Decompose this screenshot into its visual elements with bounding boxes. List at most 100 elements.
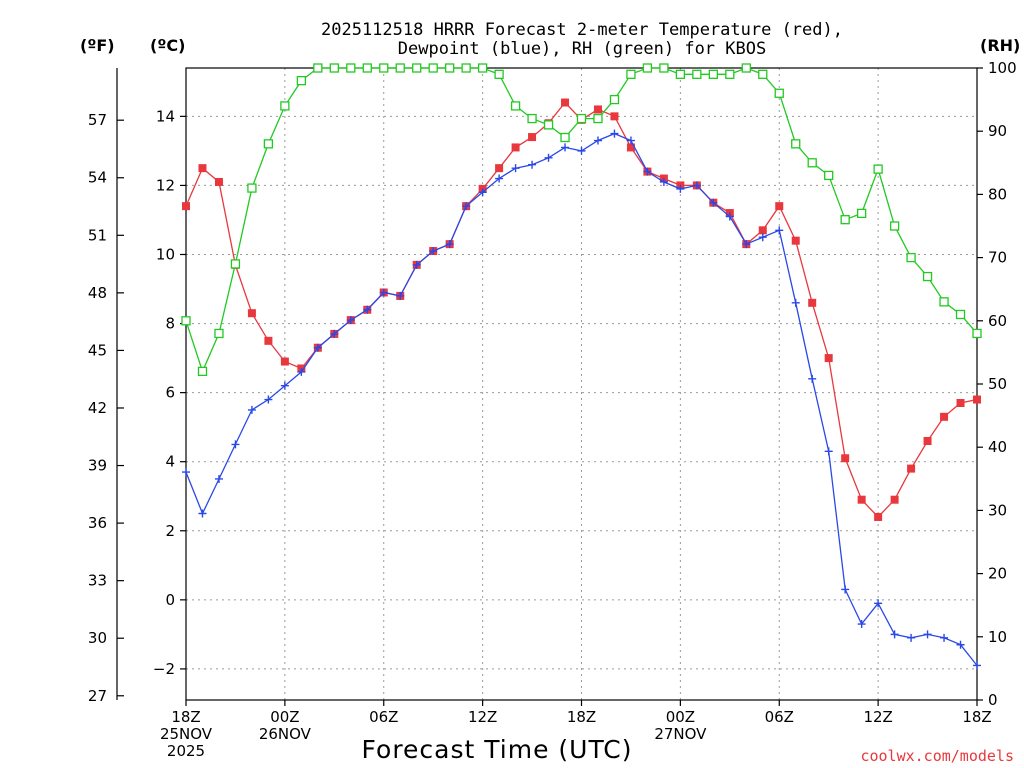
rh-point: [626, 69, 636, 79]
temperature-point: [593, 105, 602, 114]
grid-lines: [186, 68, 977, 700]
rh-point: [412, 63, 422, 73]
chart-title-line-2: Dewpoint (blue), RH (green) for KBOS: [398, 39, 766, 59]
rh-point: [675, 69, 686, 79]
rh-point: [362, 63, 372, 73]
fahrenheit-tick-label: 48: [88, 284, 107, 302]
dewpoint-point: [528, 160, 537, 169]
celsius-tick-label: 4: [165, 453, 175, 471]
dewpoint-point: [313, 343, 322, 352]
dewpoint-point: [725, 212, 734, 221]
fahrenheit-tick-label: 33: [88, 572, 107, 590]
source-credit: coolwx.com/models: [860, 747, 1014, 765]
rh-point: [247, 183, 257, 193]
rh-point: [461, 63, 471, 73]
x-axis-label: Forecast Time (UTC): [362, 735, 633, 764]
rh-point: [230, 259, 241, 269]
rh-point: [263, 139, 274, 149]
fahrenheit-tick-label: 42: [88, 399, 107, 417]
temperature-point: [198, 164, 207, 173]
rh-tick-label: 60: [988, 312, 1007, 330]
dewpoint-point: [379, 288, 388, 297]
celsius-tick-label: −2: [153, 660, 175, 678]
temperature-point: [824, 354, 833, 363]
celsius-tick-label: 10: [156, 245, 175, 263]
temperature-point: [940, 412, 949, 421]
celsius-tick-label: 6: [165, 384, 175, 402]
dewpoint-point: [495, 174, 504, 183]
rh-point: [379, 63, 389, 73]
rh-tick-label: 70: [988, 249, 1007, 267]
rh-point: [972, 328, 982, 339]
dewpoint-point: [429, 247, 438, 256]
fahrenheit-tick-label: 57: [88, 111, 107, 129]
dewpoint-point: [593, 136, 602, 145]
rh-point: [774, 88, 784, 98]
dewpoint-point: [956, 640, 965, 649]
rh-point: [659, 63, 669, 73]
rh-tick-label: 80: [988, 185, 1007, 203]
temperature-point: [626, 143, 635, 152]
rh-point: [510, 101, 521, 111]
rh-point: [329, 63, 339, 73]
fahrenheit-tick-label: 39: [88, 457, 107, 475]
temperature-point: [214, 177, 223, 186]
x-tick-label: 18Z: [171, 708, 200, 726]
celsius-axis-unit: (ºC): [150, 36, 185, 55]
rh-tick-label: 90: [988, 122, 1007, 140]
fahrenheit-tick-label: 30: [88, 629, 107, 647]
rh-tick-label: 50: [988, 375, 1007, 393]
rh-point: [939, 297, 949, 307]
rh-point: [560, 132, 570, 143]
dewpoint-point: [758, 233, 767, 242]
rh-point: [856, 208, 867, 219]
dewpoint-point: [462, 202, 471, 211]
rh-tick-label: 40: [988, 438, 1007, 456]
rh-point: [906, 252, 916, 263]
rh-point: [214, 328, 224, 339]
rh-point: [395, 63, 405, 73]
dewpoint-point: [973, 661, 981, 670]
rh-point: [692, 69, 702, 79]
dewpoint-point: [231, 440, 240, 449]
temperature-point: [561, 98, 570, 107]
axes: 27 30 33 36 39 42 45 48 51 54 57 −2 0 2 4 6 8 10 12 14 0 10 20…: [88, 59, 1017, 709]
temperature-point: [890, 495, 899, 504]
x-tick-label: 00Z: [666, 708, 695, 726]
rh-point: [807, 158, 817, 168]
temperature-point: [528, 133, 537, 142]
x-tick-label: 27NOV: [654, 725, 707, 743]
fahrenheit-tick-label: 45: [88, 341, 107, 359]
rh-point: [346, 63, 356, 73]
x-tick-label: 12Z: [863, 708, 892, 726]
rh-point: [840, 215, 850, 225]
rh-point: [609, 94, 620, 105]
rh-point: [181, 316, 191, 326]
celsius-tick-label: 14: [156, 107, 175, 125]
rh-point: [922, 271, 933, 282]
celsius-tick-label: 8: [165, 315, 175, 333]
fahrenheit-axis-unit: (ºF): [80, 36, 115, 55]
x-tick-label: 06Z: [765, 708, 794, 726]
rh-tick-label: 0: [988, 691, 998, 709]
rh-point: [197, 366, 208, 377]
x-tick-label: 06Z: [369, 708, 398, 726]
rh-tick-label: 10: [988, 628, 1007, 646]
fahrenheit-tick-label: 36: [88, 514, 107, 532]
rh-point: [593, 113, 603, 124]
temperature-point: [841, 454, 850, 463]
dewpoint-point: [247, 405, 256, 414]
dewpoint-point: [330, 329, 339, 338]
dewpoint-point: [874, 599, 883, 608]
dewpoint-point: [907, 633, 916, 642]
rh-point: [428, 63, 438, 73]
fahrenheit-tick-label: 54: [88, 169, 107, 187]
dewpoint-point: [346, 316, 355, 325]
dewpoint-point: [297, 367, 306, 376]
dewpoint-point: [280, 381, 289, 390]
rh-point: [824, 170, 834, 181]
chart-title-line-1: 2025112518 HRRR Forecast 2-meter Tempera…: [321, 20, 843, 40]
dewpoint-point: [709, 198, 718, 207]
temperature-point: [775, 202, 784, 211]
